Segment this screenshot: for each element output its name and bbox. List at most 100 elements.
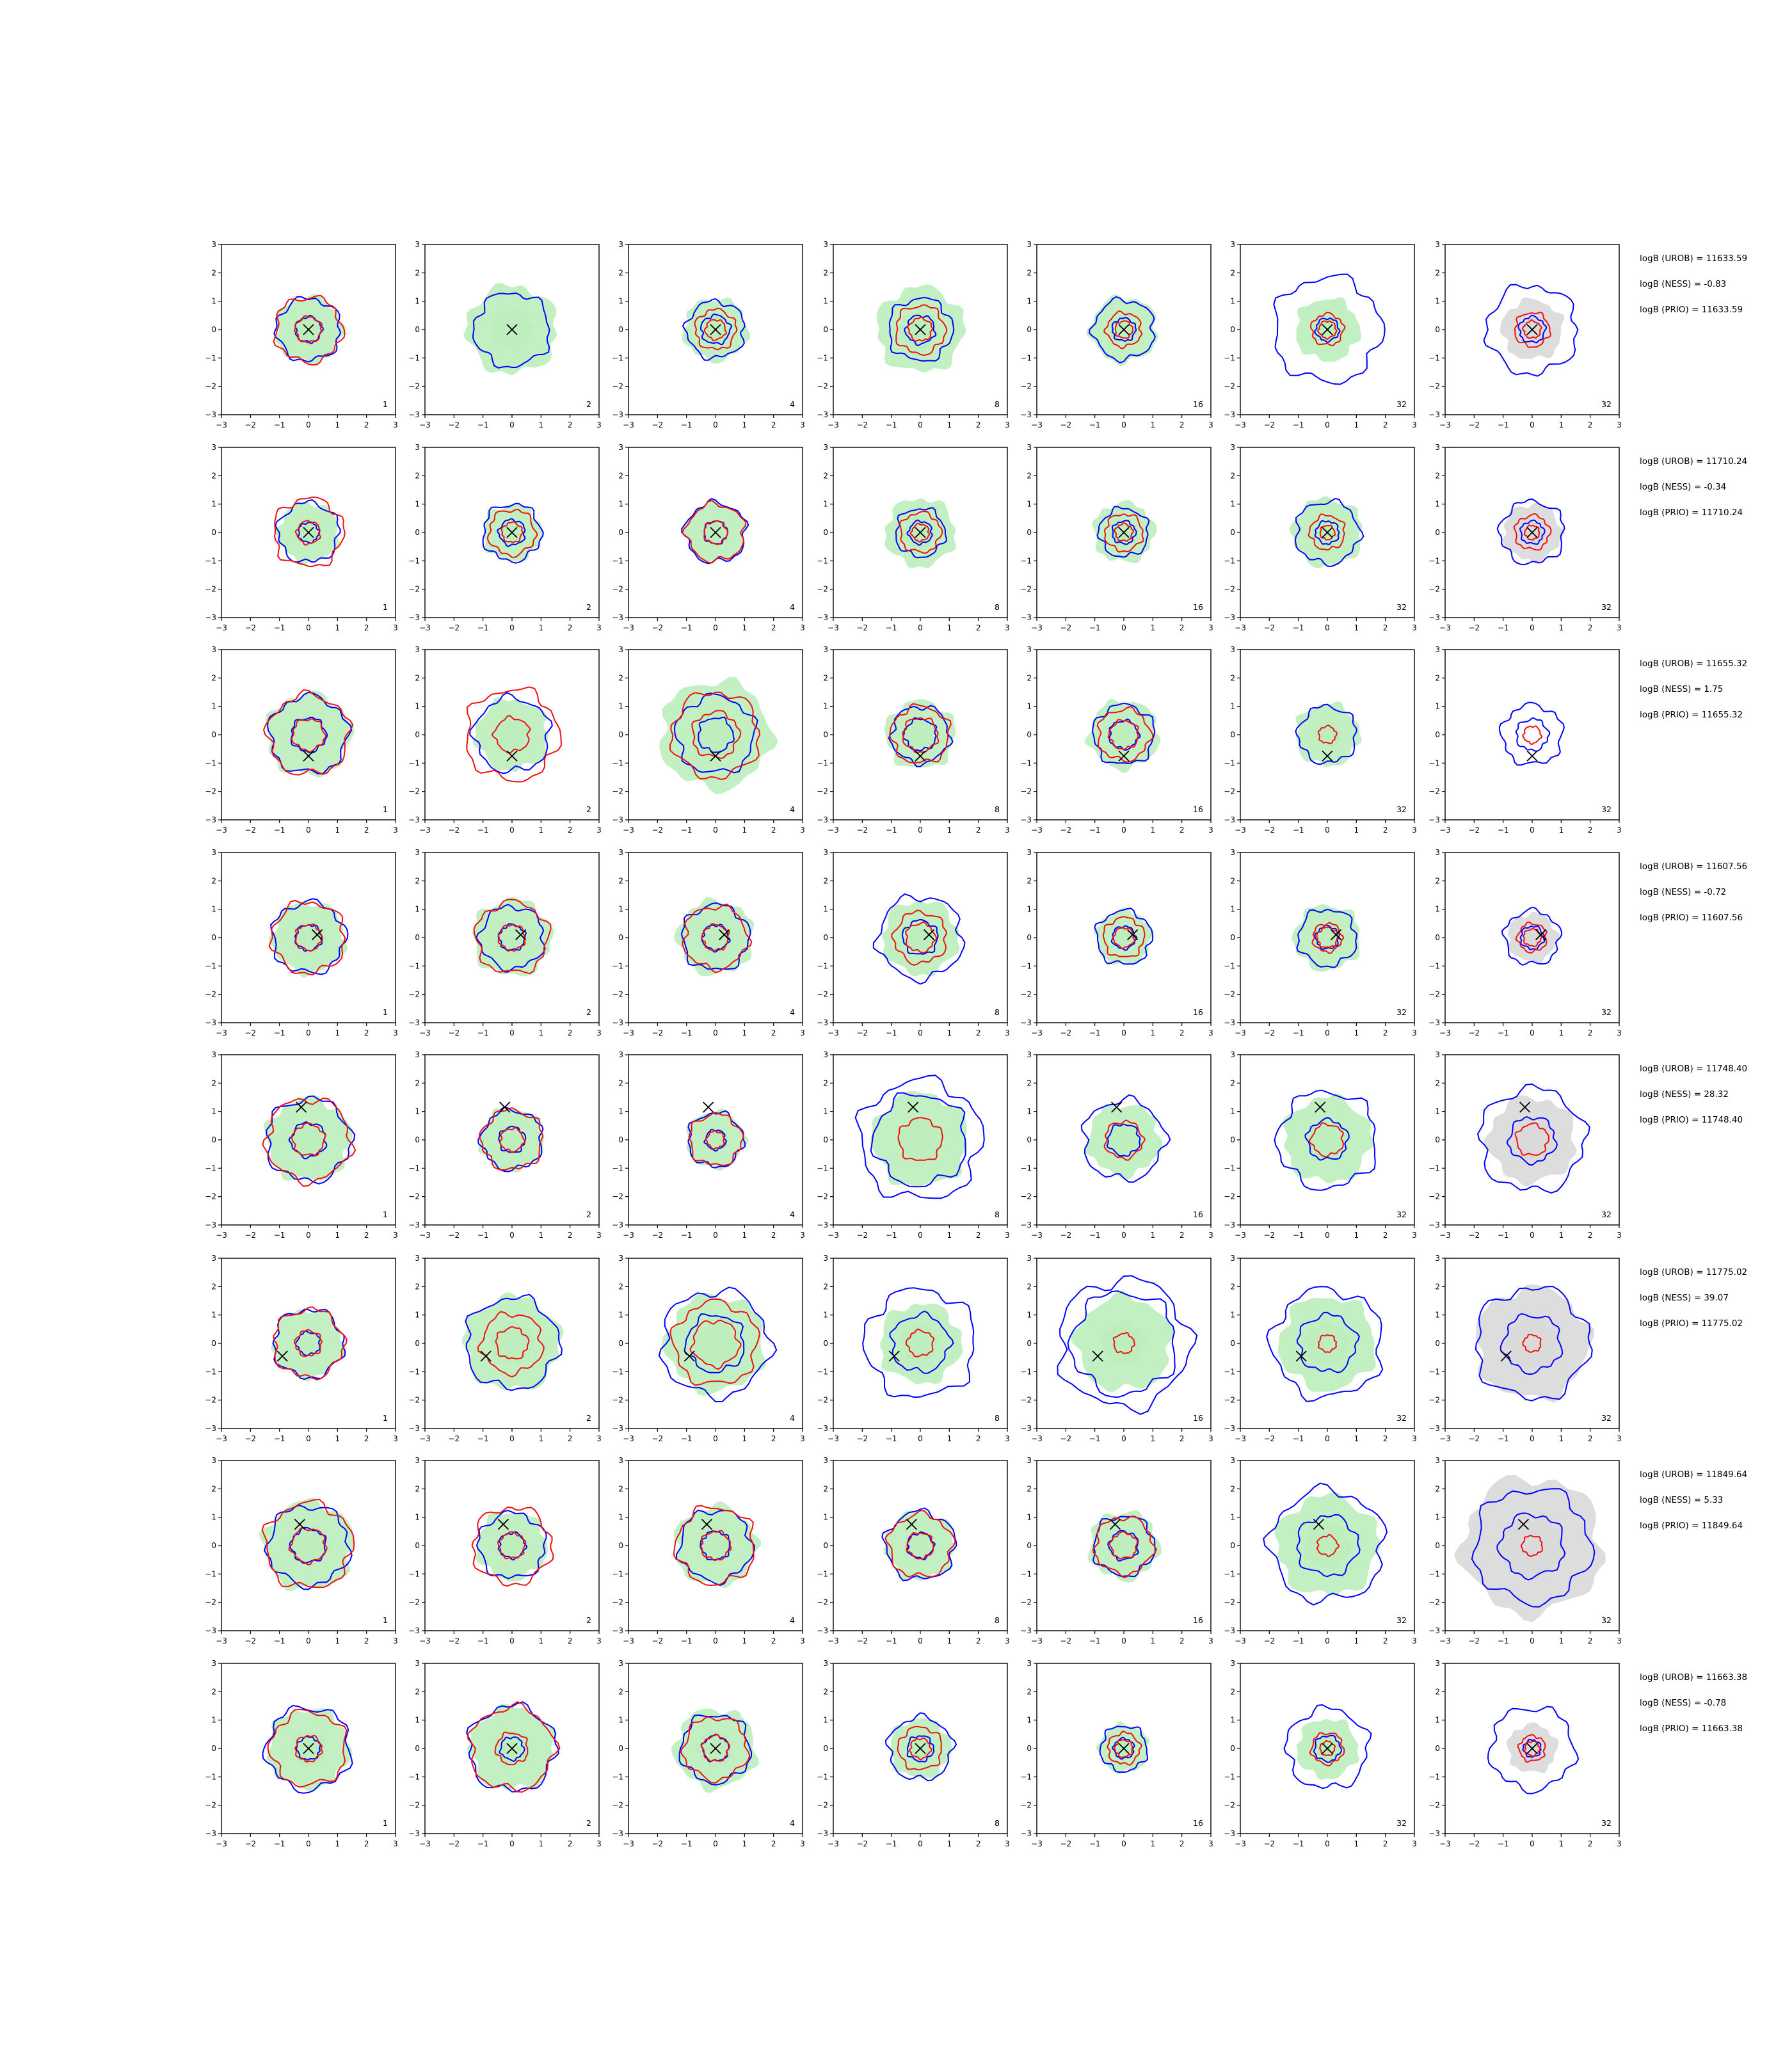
blue-contour — [1294, 497, 1364, 568]
x-tick-label: −3 — [1235, 826, 1246, 835]
y-tick-label: −2 — [205, 1192, 216, 1201]
x-tick-label: 2 — [976, 1231, 981, 1240]
red-contour — [1514, 311, 1551, 348]
y-tick-label: 1 — [618, 500, 623, 509]
blue-contour — [499, 1736, 525, 1762]
blue-contour — [476, 904, 546, 973]
x-tick-label: 3 — [596, 1231, 602, 1240]
x-tick-label: −3 — [1439, 1231, 1451, 1240]
blue-contour — [1506, 1116, 1558, 1166]
panel-corner-label: 32 — [1396, 1210, 1407, 1219]
blue-contour — [272, 1308, 346, 1380]
x-tick-label: −1 — [1089, 623, 1101, 632]
x-tick-label: −3 — [623, 1231, 634, 1240]
y-tick-label: 1 — [1027, 1107, 1032, 1116]
panel-corner-label: 8 — [995, 399, 1000, 409]
y-tick-label: −3 — [205, 1829, 216, 1838]
x-tick-label: 1 — [742, 1231, 748, 1240]
panel-corner-label: 32 — [1601, 1210, 1612, 1219]
blue-contour — [1263, 1482, 1388, 1606]
y-tick-label: 3 — [415, 848, 420, 857]
x-tick-label: 1 — [539, 420, 544, 429]
density-core — [287, 1121, 328, 1160]
y-tick-label: 0 — [618, 528, 623, 537]
y-tick-label: −1 — [817, 961, 828, 970]
x-tick-label: 3 — [1617, 1434, 1622, 1443]
logb-prio-text: logB (PRIO) = 11775.02 — [1640, 1318, 1743, 1329]
true-point-marker — [710, 1743, 721, 1754]
red-contour — [262, 689, 354, 776]
x-tick-label: −1 — [274, 420, 285, 429]
y-tick-label: 2 — [1435, 268, 1440, 277]
panel-corner-label: 32 — [1601, 1007, 1612, 1017]
true-point-marker — [1526, 1743, 1538, 1754]
red-contour — [1103, 1119, 1146, 1161]
red-contour — [884, 1510, 956, 1578]
density-core — [904, 717, 937, 751]
density-core — [1106, 1123, 1140, 1157]
true-point-marker — [1118, 750, 1130, 762]
x-tick-label: 0 — [1530, 826, 1535, 835]
x-tick-label: 2 — [568, 1839, 573, 1848]
x-tick-label: −3 — [419, 1028, 431, 1037]
y-tick-label: 3 — [1435, 1456, 1440, 1465]
logb-annotation-r5: logB (UROB) = 11748.40 logB (NESS) = 28.3… — [1640, 1064, 1747, 1125]
x-tick-label: −2 — [652, 1636, 663, 1645]
x-tick-label: 1 — [742, 1636, 748, 1645]
red-contour — [291, 1122, 326, 1156]
y-tick-label: 2 — [1435, 876, 1440, 885]
x-tick-label: −3 — [1031, 420, 1043, 429]
x-tick-label: 3 — [1208, 1028, 1213, 1037]
true-point-marker — [915, 1743, 926, 1754]
panel-corner-label: 32 — [1396, 602, 1407, 612]
y-tick-label: 0 — [1027, 1339, 1032, 1348]
x-tick-label: −2 — [244, 420, 256, 429]
x-tick-label: −1 — [681, 1231, 692, 1240]
y-tick-label: −2 — [205, 1396, 216, 1405]
y-tick-label: 1 — [415, 1311, 420, 1320]
x-tick-label: −2 — [652, 1434, 663, 1443]
x-tick-label: 0 — [1325, 1434, 1330, 1443]
y-tick-label: 0 — [415, 1541, 420, 1550]
y-tick-label: 0 — [1230, 528, 1235, 537]
x-tick-label: 2 — [568, 1434, 573, 1443]
x-tick-label: 0 — [1121, 826, 1126, 835]
y-tick-label: 3 — [415, 645, 420, 654]
y-tick-label: −2 — [408, 1192, 420, 1201]
x-tick-label: −3 — [1235, 420, 1246, 429]
blue-contour — [297, 521, 321, 544]
y-tick-label: 3 — [211, 848, 216, 857]
y-tick-label: 0 — [823, 1339, 828, 1348]
blue-contour — [1498, 701, 1565, 766]
x-tick-label: 0 — [918, 1636, 923, 1645]
y-tick-label: −2 — [408, 585, 420, 594]
x-tick-label: −1 — [681, 1636, 692, 1645]
panel-r2-c5: −3 −2 −1 0 1 2 3 3 2 1 0 −1 −2 −3 16 — [1020, 443, 1213, 632]
x-tick-label: 1 — [742, 1434, 748, 1443]
logb-annotation-r7: logB (UROB) = 11849.64 logB (NESS) = 5.33… — [1640, 1469, 1747, 1531]
red-contour — [1319, 524, 1336, 541]
red-contour — [669, 691, 761, 780]
y-tick-label: −2 — [1428, 990, 1440, 999]
x-tick-label: −1 — [477, 623, 489, 632]
true-point-marker — [311, 929, 323, 941]
y-tick-label: 1 — [1027, 1513, 1032, 1522]
y-tick-label: 0 — [823, 933, 828, 942]
red-contour — [497, 924, 526, 952]
y-tick-label: 3 — [823, 1254, 828, 1263]
x-tick-label: 1 — [539, 1231, 544, 1240]
x-tick-label: −2 — [448, 623, 460, 632]
y-tick-label: 2 — [1027, 876, 1032, 885]
x-tick-label: 2 — [1383, 1636, 1388, 1645]
y-tick-label: −2 — [1020, 787, 1032, 796]
x-tick-label: −3 — [216, 1231, 227, 1240]
blue-contour — [884, 1712, 957, 1782]
x-tick-label: 2 — [364, 420, 369, 429]
y-tick-label: 0 — [211, 1135, 216, 1144]
x-tick-label: −2 — [1263, 1028, 1275, 1037]
y-tick-label: 0 — [1027, 325, 1032, 334]
red-contour — [491, 715, 531, 754]
y-tick-label: −2 — [1020, 382, 1032, 391]
y-tick-label: −2 — [612, 1396, 623, 1405]
